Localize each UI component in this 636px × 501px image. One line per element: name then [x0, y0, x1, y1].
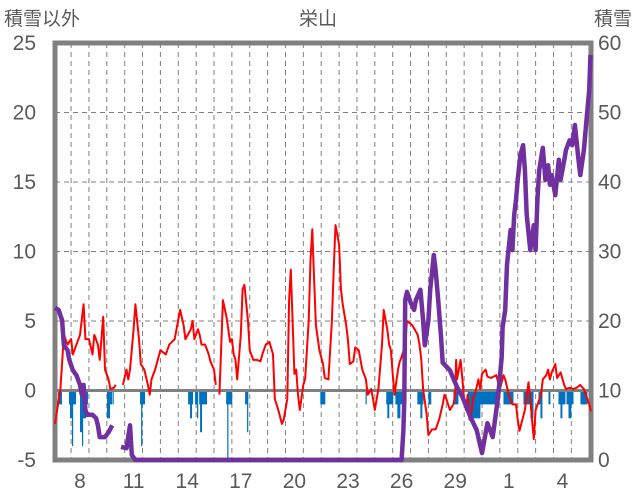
precip-bar: [580, 390, 588, 405]
precip-bar: [386, 390, 394, 405]
precip-bar: [548, 390, 551, 405]
precip-bar: [106, 390, 111, 419]
right-tick-label: 20: [598, 310, 621, 333]
precip-bar: [112, 390, 114, 405]
precip-bar: [110, 390, 112, 405]
precip-bar: [540, 390, 543, 419]
left-tick-label: 20: [13, 102, 36, 125]
precip-bar: [227, 390, 229, 460]
left-tick-label: -5: [17, 449, 36, 472]
left-tick-label: 25: [13, 32, 36, 55]
precip-bar: [245, 390, 249, 405]
x-tick-label: 14: [176, 470, 200, 493]
x-tick-label: 29: [444, 470, 467, 493]
x-ticks: 8 11 14 17 20 23 26 29 1 4: [74, 470, 568, 493]
precip-bar: [428, 390, 432, 405]
right-tick-label: 40: [598, 171, 621, 194]
right-tick-label: 10: [598, 380, 621, 403]
precip-bar: [523, 390, 534, 405]
precip-bar: [195, 390, 198, 405]
right-tick-label: 30: [598, 241, 621, 264]
precip-bar: [226, 390, 233, 405]
x-tick-label: 1: [503, 470, 515, 493]
right-tick-label: 50: [598, 102, 621, 125]
precip-bar: [81, 390, 84, 447]
right-axis-title: 積雪: [594, 8, 632, 30]
precip-bar: [387, 390, 390, 419]
precip-bar: [199, 390, 208, 405]
left-tick-label: 10: [13, 241, 36, 264]
x-tick-label: 17: [229, 470, 252, 493]
x-tick-label: 20: [283, 470, 306, 493]
left-tick-label: 0: [24, 380, 36, 403]
x-tick-label: 26: [390, 470, 413, 493]
precip-bar: [71, 390, 74, 447]
precip-bar: [568, 390, 572, 419]
precip-bar: [560, 390, 563, 419]
precip-bar: [190, 390, 193, 419]
precip-bar: [247, 390, 249, 433]
x-tick-label: 11: [123, 470, 145, 493]
precip-bar: [141, 390, 143, 447]
precip-bar: [200, 390, 203, 433]
precip-bar: [197, 390, 199, 419]
x-tick-label: 23: [336, 470, 359, 493]
left-axis-title: 積雪以外: [4, 8, 80, 30]
precip-bar: [365, 390, 367, 405]
precip-bar: [468, 390, 481, 419]
right-tick-label: 60: [598, 32, 621, 55]
series-lines: [53, 54, 593, 463]
precip-bar: [70, 390, 72, 419]
precip-bar: [397, 390, 401, 419]
precip-bar: [530, 390, 534, 419]
precip-bar: [86, 390, 89, 405]
precip-bar: [80, 390, 82, 433]
precip-bar: [140, 390, 146, 405]
left-tick-label: 15: [13, 171, 36, 194]
precip-bar: [320, 390, 326, 405]
x-tick-label: 8: [74, 470, 86, 493]
precip-bar: [420, 390, 423, 419]
left-tick-label: 5: [24, 310, 36, 333]
red-line: [54, 224, 592, 441]
right-tick-label: 0: [598, 449, 610, 472]
chart-title: 栄山: [299, 8, 337, 30]
left-y-ticks: -5 0 5 10 15 20 25: [13, 32, 36, 472]
right-y-ticks: 0 10 20 30 40 50 60: [598, 32, 621, 472]
precip-bar: [453, 390, 459, 405]
precip-bar: [503, 390, 514, 405]
snow-depth: [53, 54, 593, 463]
x-tick-label: 4: [557, 470, 569, 493]
